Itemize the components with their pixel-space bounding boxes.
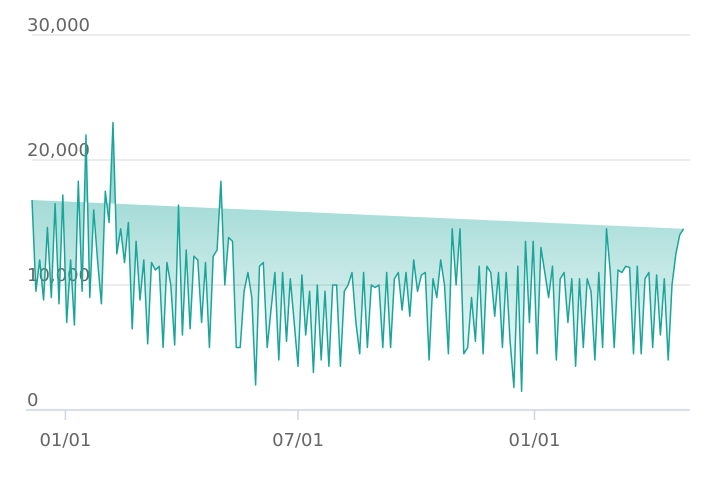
x-tick-label: 01/01 xyxy=(39,430,91,451)
y-tick-label: 30,000 xyxy=(27,15,90,36)
series-line xyxy=(31,121,685,393)
x-tick-label: 01/01 xyxy=(509,430,561,451)
y-tick-label: 20,000 xyxy=(27,140,90,161)
y-tick-label: 0 xyxy=(27,390,38,411)
x-tick-label: 07/01 xyxy=(272,430,324,451)
area-fill xyxy=(32,122,684,392)
